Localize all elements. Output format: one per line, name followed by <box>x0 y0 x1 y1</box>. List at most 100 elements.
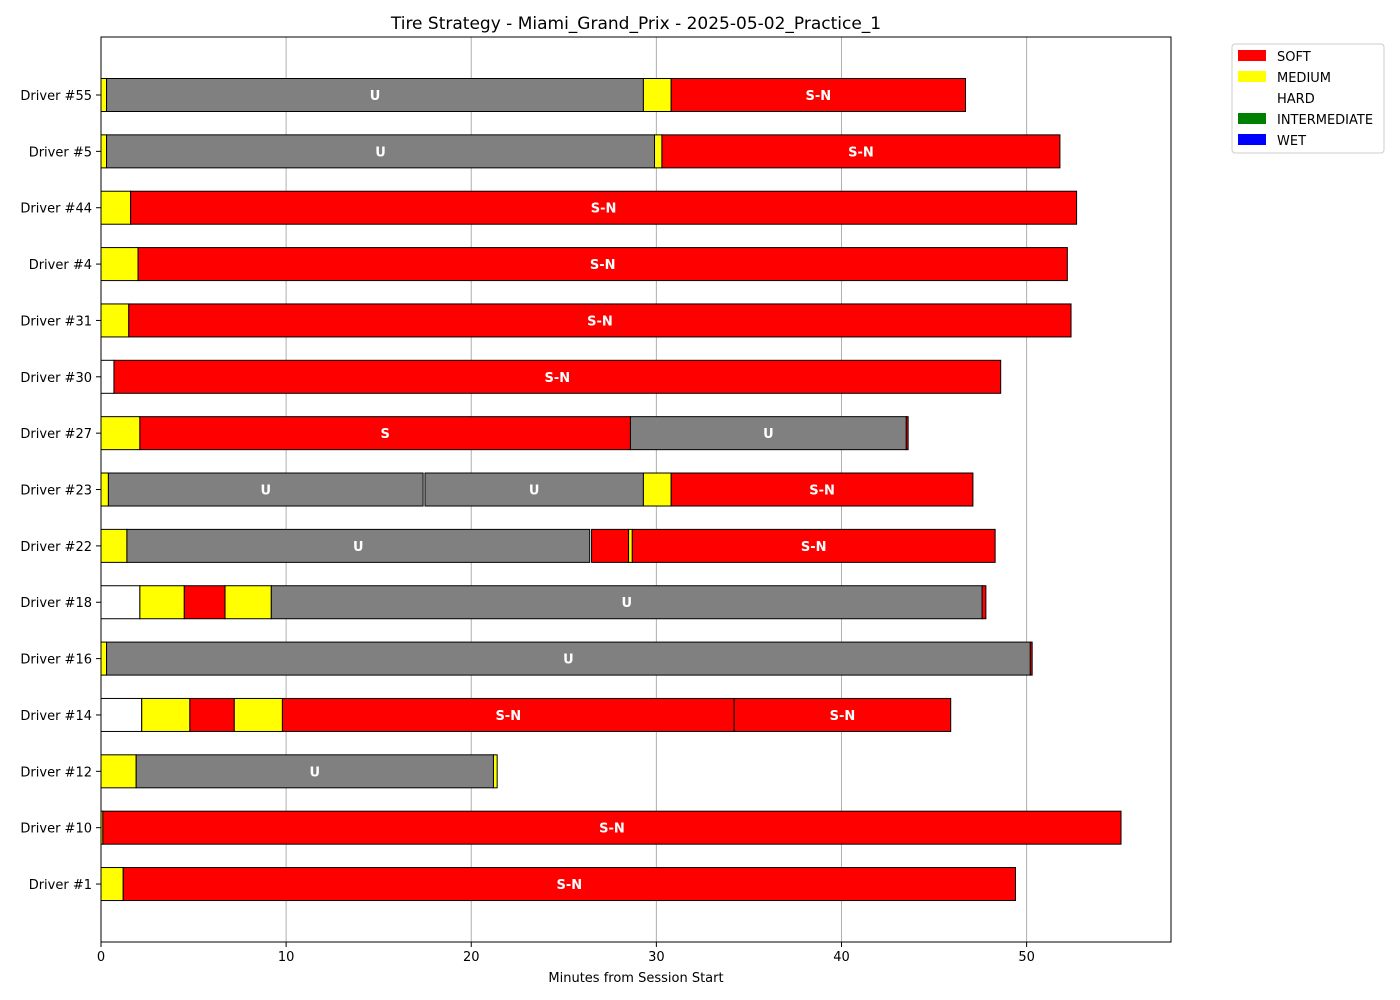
driver-row: U S-N <box>100 528 996 563</box>
y-tick-label: Driver #4 <box>29 258 92 273</box>
y-tick-label: Driver #5 <box>29 145 92 160</box>
stint-bar <box>591 528 630 563</box>
y-tick-label: Driver #27 <box>20 427 92 442</box>
stint-bar <box>139 416 631 451</box>
stint-bar <box>628 528 633 563</box>
legend-swatch <box>1238 92 1266 103</box>
y-tick-label: Driver #30 <box>20 371 92 386</box>
legend-swatch <box>1238 134 1266 145</box>
legend-entry: MEDIUM <box>1277 71 1331 86</box>
x-tick-label: 50 <box>1018 950 1035 965</box>
y-tick-label: Driver #16 <box>20 653 92 668</box>
stint-bar <box>100 754 137 789</box>
stint-bar <box>100 867 124 902</box>
driver-row: U U S-N <box>100 472 974 507</box>
stint-label: S-N <box>591 202 617 217</box>
stint-label: S-N <box>545 371 571 386</box>
stint-label: U <box>763 427 774 442</box>
stint-bar <box>100 359 115 394</box>
stint-bar <box>270 585 983 620</box>
stint-bar <box>102 810 1122 845</box>
stint-bar <box>139 585 185 620</box>
y-tick-label: Driver #22 <box>20 540 92 555</box>
stint-label: S <box>380 427 389 442</box>
stint-bar <box>642 78 672 112</box>
x-tick-label: 20 <box>463 950 480 965</box>
stint-bar <box>126 528 591 563</box>
stint-bar <box>100 528 128 563</box>
stint-label: U <box>310 765 321 780</box>
stint-bar <box>670 78 967 112</box>
stint-bar <box>113 359 1002 394</box>
driver-row: S-N <box>100 247 1068 282</box>
stint-bar <box>281 697 735 732</box>
y-tick-label: Driver #31 <box>20 314 92 329</box>
y-tick-label: Driver #14 <box>20 709 92 724</box>
stint-label: U <box>370 89 381 104</box>
stint-bar <box>137 247 1068 282</box>
legend-entry: HARD <box>1277 92 1315 107</box>
stint-label: U <box>563 653 574 668</box>
driver-row: S-N <box>100 190 1078 225</box>
legend: SOFT MEDIUM HARD INTERMEDIATE WET <box>1231 43 1385 154</box>
y-tick-label: Driver #55 <box>20 89 92 104</box>
driver-row: U <box>100 585 987 620</box>
stint-bar <box>1029 641 1033 676</box>
stint-bar <box>642 472 672 507</box>
y-tick-label: Driver #1 <box>29 878 92 893</box>
stint-bar <box>100 303 130 338</box>
x-axis: 0 10 20 30 40 50 <box>97 942 1035 965</box>
stint-label: S-N <box>806 89 832 104</box>
stint-label: S-N <box>590 258 616 273</box>
stint-label: S-N <box>830 709 856 724</box>
stint-bar <box>128 303 1072 338</box>
stint-bar <box>981 585 987 620</box>
stint-label: S-N <box>848 145 874 160</box>
chart-title: Tire Strategy - Miami_Grand_Prix - 2025-… <box>390 14 881 34</box>
stint-bar <box>122 867 1016 902</box>
legend-box <box>1231 43 1385 154</box>
y-tick-label: Driver #23 <box>20 484 92 499</box>
stint-bar <box>492 754 498 789</box>
driver-row: U <box>100 754 498 789</box>
driver-row: S-N <box>100 303 1072 338</box>
stint-bar <box>654 134 663 169</box>
stint-bar <box>189 697 235 732</box>
stint-label: U <box>529 484 540 499</box>
stint-bar <box>106 78 644 112</box>
legend-entry: WET <box>1277 134 1306 149</box>
stint-label: S-N <box>557 878 583 893</box>
y-axis: Driver #55 Driver #5 Driver #44 Driver #4 Dr… <box>20 89 101 893</box>
driver-row: U S-N <box>100 78 967 112</box>
x-axis-label: Minutes from Session Start <box>548 971 723 986</box>
driver-row: U <box>100 641 1033 676</box>
stint-bar <box>100 416 141 451</box>
stint-bar <box>100 78 108 112</box>
stint-bar <box>100 190 132 225</box>
driver-row: U S-N <box>100 134 1061 169</box>
stint-bar <box>233 697 283 732</box>
stint-bar <box>107 472 424 507</box>
y-tick-label: Driver #12 <box>20 765 92 780</box>
stint-label: S-N <box>495 709 521 724</box>
stint-bar <box>661 134 1061 169</box>
legend-entry: INTERMEDIATE <box>1277 113 1373 128</box>
stint-label: U <box>260 484 271 499</box>
x-tick-label: 30 <box>648 950 665 965</box>
driver-row: S-N <box>100 867 1016 902</box>
stint-bar <box>100 585 141 620</box>
x-tick-label: 0 <box>97 950 105 965</box>
stint-bar <box>631 528 996 563</box>
stint-bar <box>100 697 143 732</box>
stint-bar <box>670 472 974 507</box>
legend-entry: SOFT <box>1277 50 1311 65</box>
driver-row: S-N <box>100 810 1122 845</box>
x-tick-label: 40 <box>833 950 850 965</box>
stint-label: U <box>621 596 632 611</box>
stint-bar <box>106 641 1031 676</box>
legend-swatch <box>1238 50 1266 61</box>
stint-label: S-N <box>587 314 613 329</box>
stint-bar <box>135 754 494 789</box>
